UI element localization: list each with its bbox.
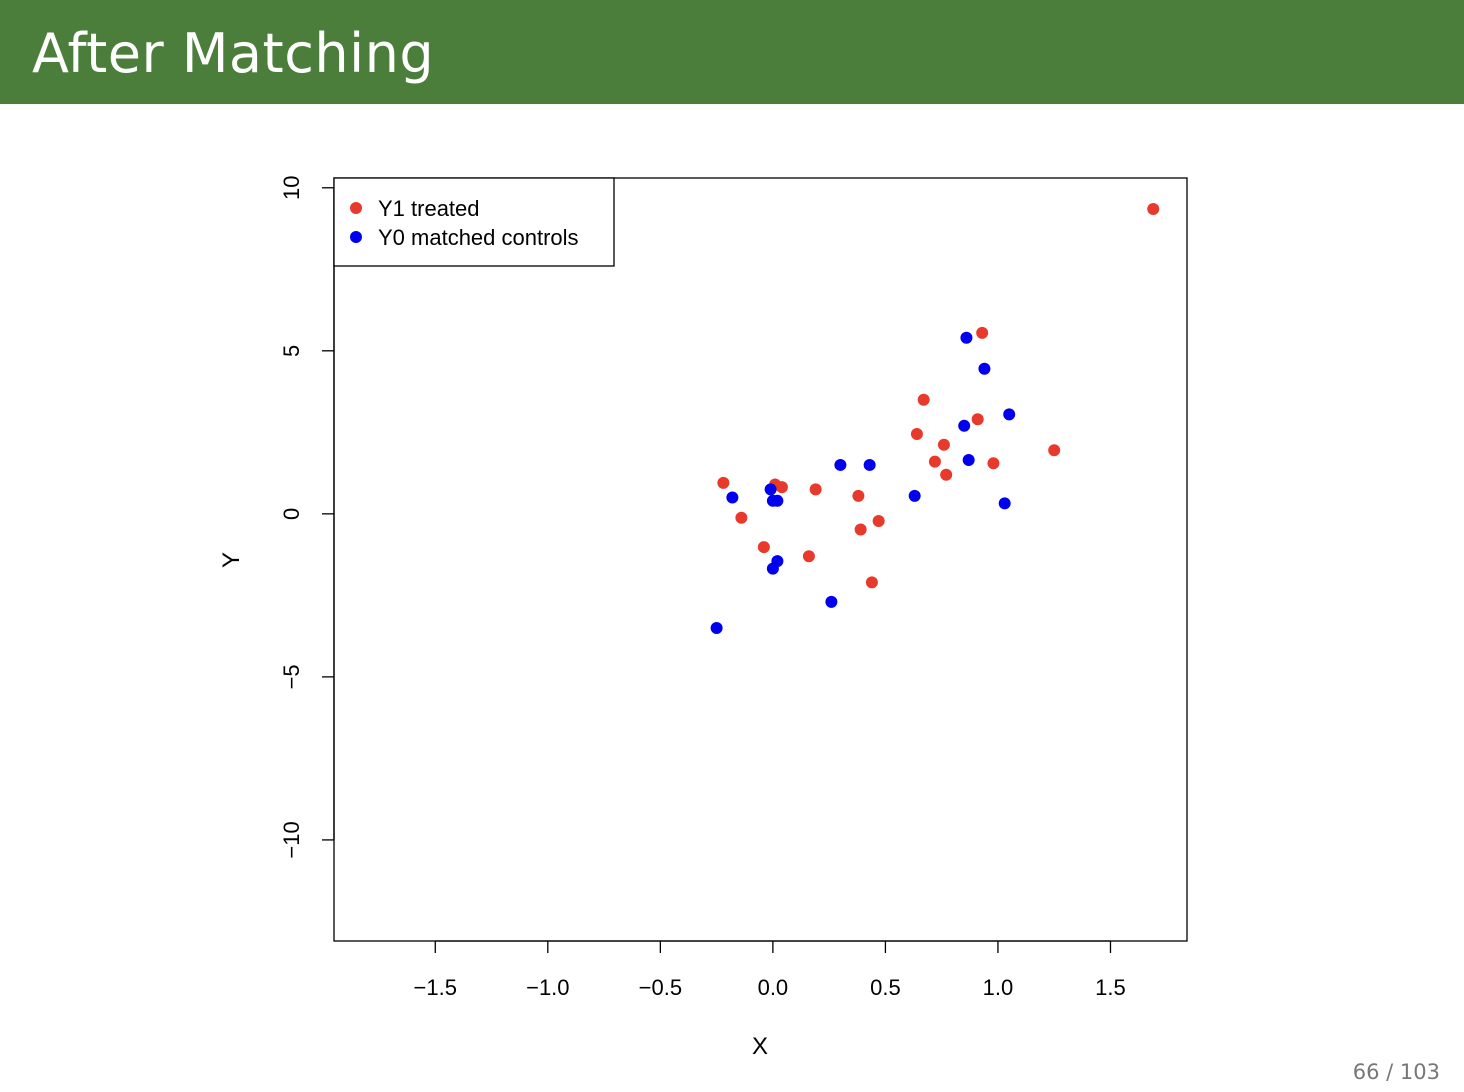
treated-point: [757, 541, 770, 554]
control-point: [726, 491, 739, 504]
legend-label-controls: Y0 matched controls: [378, 225, 579, 250]
control-point: [771, 494, 784, 507]
y-tick-label: 0: [279, 508, 304, 520]
control-point: [834, 458, 847, 471]
control-point: [863, 458, 876, 471]
control-point: [960, 331, 973, 344]
slide-title: After Matching: [32, 22, 435, 85]
y-tick-label: 5: [279, 345, 304, 357]
treated-point: [852, 489, 865, 502]
legend-marker-controls: [350, 231, 362, 243]
treated-point: [809, 483, 822, 496]
treated-point: [854, 523, 867, 536]
control-point: [710, 621, 723, 634]
treated-point: [976, 326, 989, 339]
legend-label-treated: Y1 treated: [378, 196, 480, 221]
x-tick-label: −0.5: [639, 975, 682, 1000]
control-point: [1003, 408, 1016, 421]
y-tick-label: −10: [279, 821, 304, 858]
legend-box: [333, 177, 615, 267]
legend: Y1 treated Y0 matched controls: [333, 177, 615, 267]
x-axis-title: X: [752, 1033, 768, 1060]
y-axis: 10 5 0 −5 −10: [279, 176, 335, 859]
x-tick-label: 1.0: [983, 975, 1014, 1000]
treated-point: [987, 457, 1000, 470]
control-point: [962, 454, 975, 467]
treated-point: [717, 476, 730, 489]
control-point: [958, 419, 971, 432]
treated-point: [735, 511, 748, 524]
page-number: 66 / 103: [1352, 1060, 1440, 1084]
treated-point: [775, 481, 788, 494]
x-tick-label: 0.5: [870, 975, 901, 1000]
y-axis-title: Y: [218, 552, 245, 568]
x-tick-label: 1.5: [1095, 975, 1126, 1000]
control-point: [764, 483, 777, 496]
control-point: [825, 595, 838, 608]
title-bar: After Matching: [0, 0, 1464, 104]
control-point: [766, 562, 779, 575]
treated-point: [872, 515, 885, 528]
x-tick-label: −1.5: [414, 975, 457, 1000]
treated-point: [1048, 444, 1061, 457]
x-tick-label: −1.0: [526, 975, 569, 1000]
treated-point: [865, 576, 878, 589]
control-point: [998, 497, 1011, 510]
legend-marker-treated: [350, 202, 362, 214]
x-axis: −1.5 −1.0 −0.5 0.0 0.5 1.0 1.5: [414, 940, 1126, 1000]
control-point: [908, 489, 921, 502]
treated-point: [937, 438, 950, 451]
treated-point: [940, 468, 953, 481]
control-point: [978, 362, 991, 375]
treated-point: [802, 550, 815, 563]
x-tick-label: 0.0: [758, 975, 789, 1000]
y-tick-label: −5: [279, 664, 304, 689]
data-points: [710, 202, 1160, 634]
treated-point: [910, 427, 923, 440]
treated-point: [917, 393, 930, 406]
treated-point: [928, 455, 941, 468]
treated-point: [971, 413, 984, 426]
y-tick-label: 10: [279, 176, 304, 200]
plot-frame: [333, 177, 1188, 942]
treated-point: [1147, 202, 1160, 215]
